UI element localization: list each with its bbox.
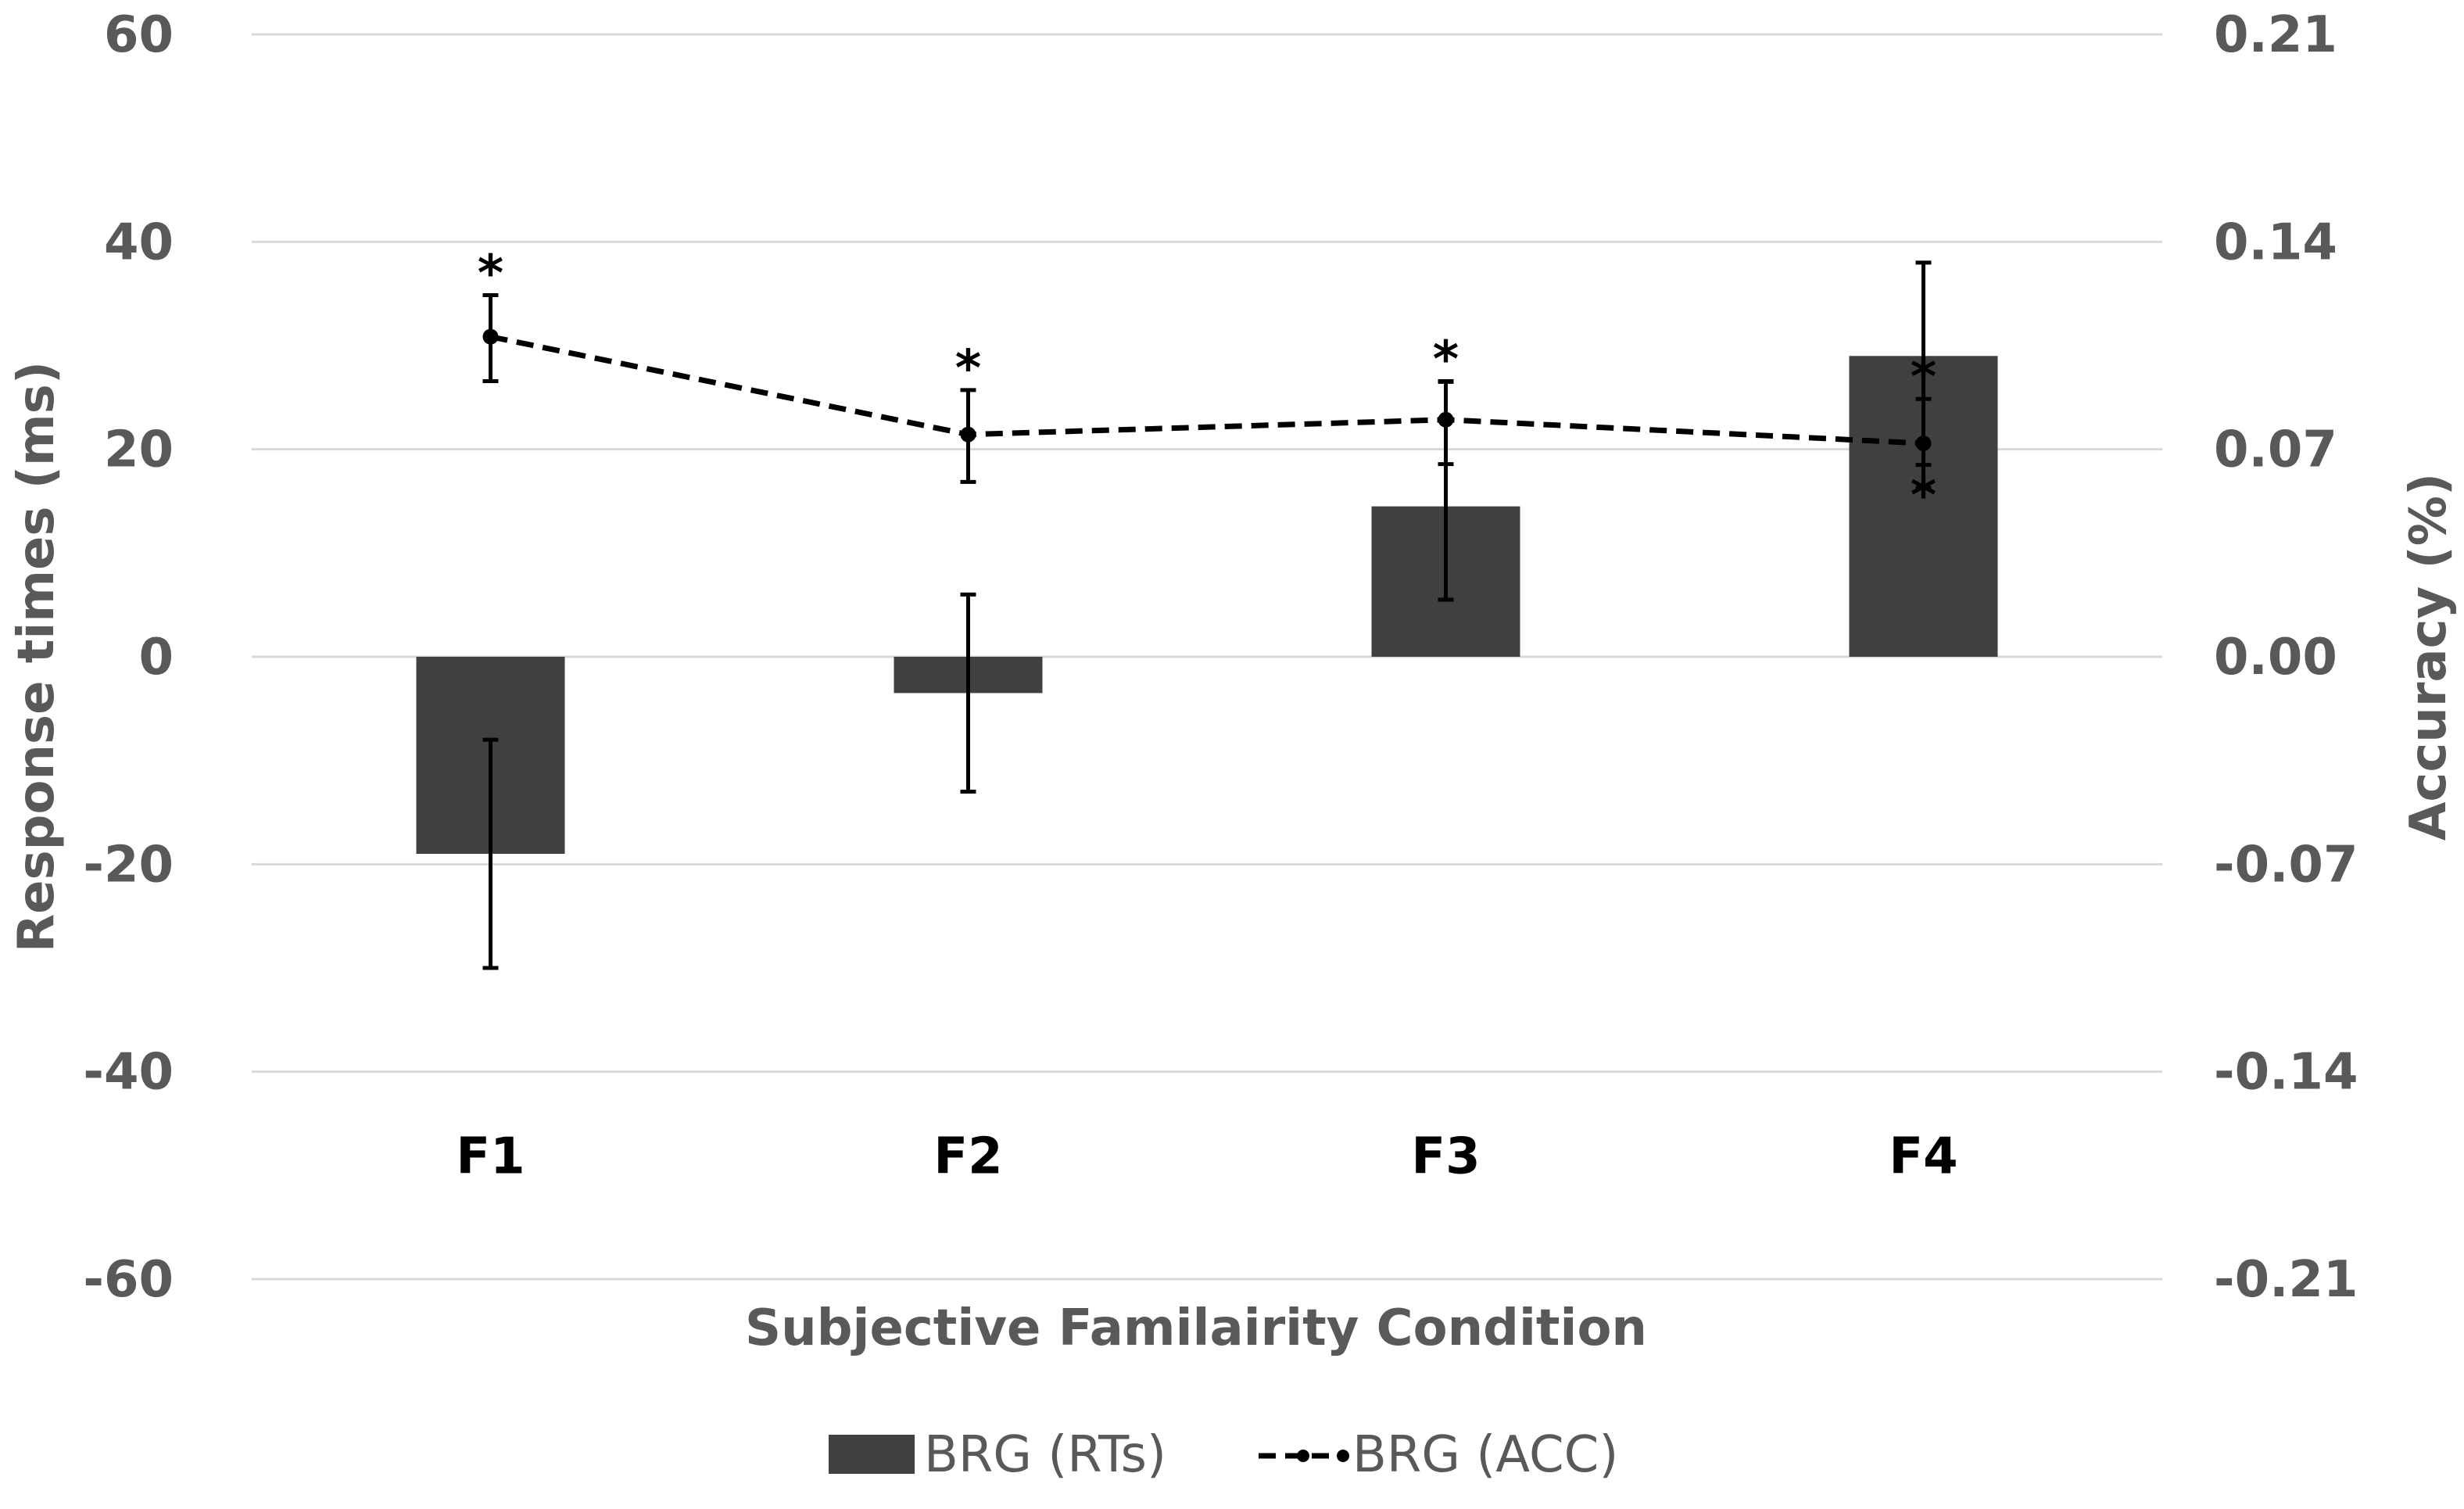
bar-error-bars <box>482 260 1932 970</box>
y2-tick-label: 0.00 <box>2214 629 2337 686</box>
bar-series <box>416 356 1998 855</box>
legend-swatch-marker <box>1297 1450 1309 1462</box>
line-significance-star: * <box>955 340 981 398</box>
axis-ticks: 60 0.21 40 0.14 20 0.07 0 0.00 -20 -0.07 -40 -0.14 -… <box>83 6 2358 1309</box>
line-significance-star: * <box>478 246 503 303</box>
line-error-bars <box>482 293 1932 490</box>
y2-tick-label: -0.07 <box>2214 836 2358 894</box>
category-labels: F1 F2 F3 F4 <box>456 1128 1957 1186</box>
accuracy-line <box>489 334 1924 446</box>
y-tick-label: 40 <box>104 213 174 271</box>
category-label: F2 <box>933 1128 1002 1186</box>
category-label: F3 <box>1411 1128 1480 1186</box>
legend-swatch-bar <box>829 1435 915 1474</box>
y-tick-label: -20 <box>83 836 174 894</box>
category-label: F1 <box>456 1128 525 1186</box>
x-axis-title: Subjective Familairity Condition <box>745 1299 1647 1357</box>
legend-label-rts: BRG (RTs) <box>924 1426 1166 1484</box>
line-series <box>482 328 1932 452</box>
line-significance-star: * <box>1433 331 1459 389</box>
significance-markers: * * * * * <box>478 246 1936 525</box>
y-tick-label: -60 <box>83 1251 174 1309</box>
y-axis-title: Response times (ms) <box>8 361 66 952</box>
legend: BRG (RTs) BRG (ACC) <box>829 1426 1618 1484</box>
legend-label-acc: BRG (ACC) <box>1352 1426 1618 1484</box>
y2-tick-label: -0.21 <box>2214 1251 2358 1309</box>
y2-tick-label: 0.07 <box>2214 421 2337 479</box>
bar-significance-star: * <box>1911 467 1936 525</box>
line-significance-star: * <box>1911 349 1936 407</box>
y-tick-label: 20 <box>104 421 174 479</box>
y2-tick-label: -0.14 <box>2214 1044 2358 1102</box>
legend-swatch-marker-end <box>1337 1450 1349 1462</box>
y2-tick-label: 0.21 <box>2214 6 2337 64</box>
y2-tick-label: 0.14 <box>2214 213 2337 271</box>
y-tick-label: 0 <box>138 629 174 686</box>
y-tick-label: -40 <box>83 1044 174 1102</box>
y-tick-label: 60 <box>104 6 174 64</box>
y2-axis-title: Accuracy (%) <box>2400 473 2458 841</box>
category-label: F4 <box>1889 1128 1957 1186</box>
gridlines <box>252 33 2162 1281</box>
